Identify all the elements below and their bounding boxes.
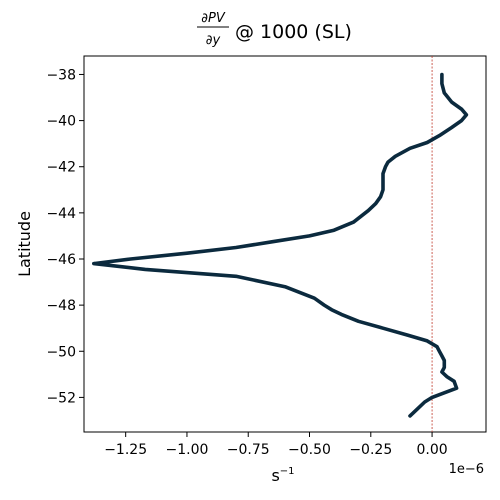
y-tick-label: −40 <box>46 114 76 130</box>
series-line <box>92 72 469 418</box>
y-tick-label: −50 <box>46 344 76 360</box>
x-axis-ticks: −1.25 −1.00 −0.75 −0.50 −0.25 0.00 <box>104 432 448 458</box>
x-tick-label: −0.75 <box>227 442 270 458</box>
title-fraction-denominator: ∂y <box>206 33 221 48</box>
x-tick-label: 0.00 <box>416 442 447 458</box>
y-axis-ticks: −52 −50 −48 −46 −44 −42 −40 −38 <box>46 67 84 406</box>
y-tick-label: −52 <box>46 390 76 406</box>
y-tick-label: −42 <box>46 160 76 176</box>
x-tick-label: −0.50 <box>288 442 331 458</box>
x-tick-label: −0.25 <box>349 442 392 458</box>
x-axis-label: s−1 <box>271 466 294 485</box>
y-tick-label: −46 <box>46 252 76 268</box>
title-fraction-numerator: ∂PV <box>201 11 226 26</box>
y-tick-label: −38 <box>46 67 76 83</box>
plot-frame <box>83 55 487 433</box>
chart-title: ∂PV ∂y @ 1000 (SL) <box>197 11 352 48</box>
y-tick-label: −44 <box>46 206 76 222</box>
x-axis-offset-label: 1e−6 <box>449 462 484 477</box>
y-axis-label: Latitude <box>15 211 34 277</box>
x-tick-label: −1.00 <box>165 442 208 458</box>
x-tick-label: −1.25 <box>104 442 147 458</box>
title-suffix: @ 1000 (SL) <box>235 21 352 43</box>
y-tick-label: −48 <box>46 298 76 314</box>
